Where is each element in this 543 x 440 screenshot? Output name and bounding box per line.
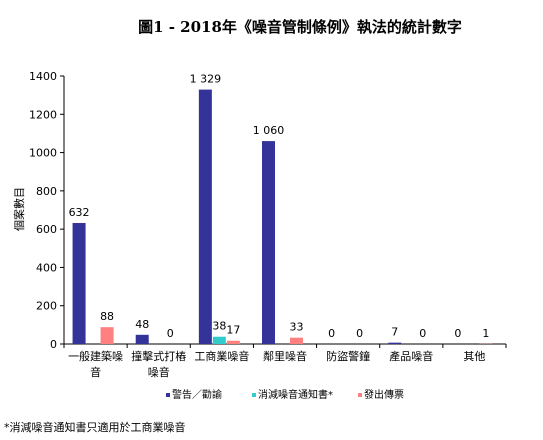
x-category-label: 鄰里噪音 <box>263 349 307 363</box>
legend-label: 發出傳票 <box>364 388 404 401</box>
data-label: 17 <box>226 324 240 337</box>
y-tick-label: 1200 <box>29 108 57 121</box>
data-label: 1 329 <box>190 73 222 86</box>
data-label: 0 <box>328 327 335 340</box>
legend-label: 消減噪音通知書* <box>258 388 333 401</box>
data-labels: 632 48 1 329 1 060 0 7 0 38 88 0 17 33 0 0 1 <box>69 73 490 340</box>
x-category-label: 音 <box>90 365 101 379</box>
x-category-label: 產品噪音 <box>389 349 433 363</box>
x-category-label: 工商業噪音 <box>194 349 249 363</box>
bar <box>72 223 86 344</box>
bar <box>262 141 275 344</box>
y-tick-label: 600 <box>36 223 57 236</box>
data-label: 38 <box>212 320 226 333</box>
footnote: *消減噪音通知書只適用於工商業噪音 <box>4 420 186 434</box>
data-label: 0 <box>167 327 174 340</box>
data-label: 48 <box>135 318 149 331</box>
bar <box>100 327 114 344</box>
bar <box>212 336 226 344</box>
bar <box>226 340 240 344</box>
data-label: 0 <box>419 327 426 340</box>
y-tick-label: 800 <box>36 185 57 198</box>
data-label: 0 <box>454 327 461 340</box>
data-label: 88 <box>100 310 114 323</box>
x-category-label: 防盜警鐘 <box>326 349 370 363</box>
bar <box>290 337 303 344</box>
y-tick-label: 1400 <box>29 70 57 83</box>
x-category-label: 撞擊式打樁 <box>131 349 186 363</box>
data-label: 632 <box>69 206 90 219</box>
data-label: 1 <box>482 327 489 340</box>
legend: 警告／勸諭 消減噪音通知書* 發出傳票 <box>166 388 404 401</box>
bar <box>388 342 402 344</box>
y-tick-label: 200 <box>36 300 57 313</box>
legend-swatch <box>358 393 362 397</box>
x-category-label: 其他 <box>463 350 485 363</box>
x-category-label: 一般建築噪 <box>68 349 123 363</box>
y-tick-label: 400 <box>36 261 57 274</box>
bar <box>198 89 212 344</box>
legend-swatch <box>166 393 170 397</box>
y-axis: 0 200 400 600 800 1000 1200 1400 <box>29 70 65 351</box>
data-label: 0 <box>356 327 363 340</box>
bars <box>72 89 493 344</box>
y-axis-label: 個案數目 <box>12 187 26 231</box>
x-category-label: 噪音 <box>148 365 170 379</box>
data-label: 33 <box>290 321 304 334</box>
legend-label: 警告／勸諭 <box>172 388 222 401</box>
bar <box>135 334 149 344</box>
chart-title: 圖1 - 2018年《噪音管制條例》執法的統計數字 <box>138 18 462 36</box>
y-tick-label: 0 <box>50 338 57 351</box>
data-label: 7 <box>391 326 398 339</box>
y-tick-label: 1000 <box>29 147 57 160</box>
data-label: 1 060 <box>253 124 285 137</box>
legend-swatch <box>252 393 256 397</box>
